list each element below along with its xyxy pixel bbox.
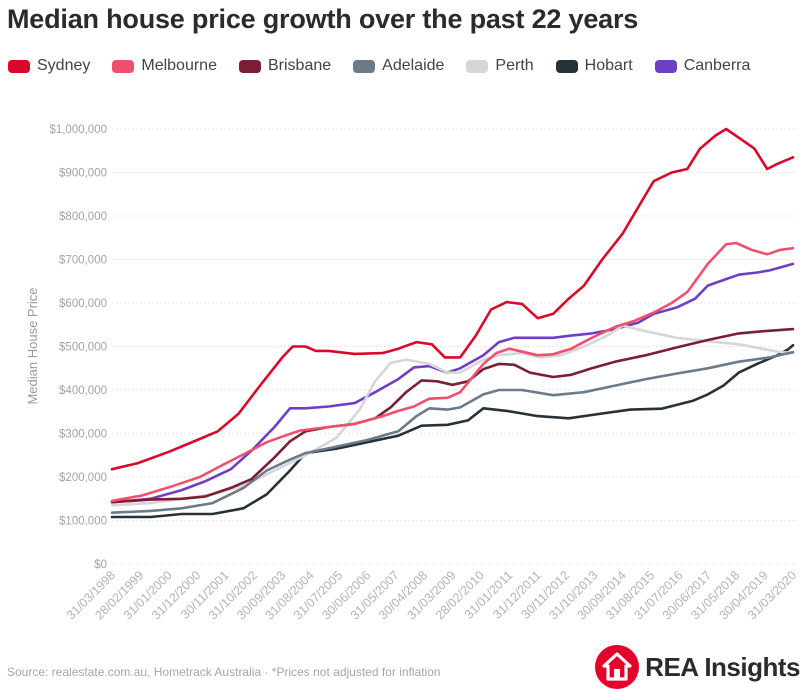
series-lines bbox=[110, 127, 795, 519]
series-line-melbourne bbox=[110, 241, 795, 503]
legend-swatch bbox=[8, 59, 30, 73]
y-tick-label: $800,000 bbox=[59, 211, 107, 223]
series-line-brisbane bbox=[110, 327, 795, 504]
legend-swatch bbox=[353, 59, 376, 73]
house-logo-icon bbox=[595, 645, 640, 689]
series-line-hobart bbox=[110, 343, 795, 519]
series-line-perth bbox=[110, 324, 795, 507]
series-line-sydney bbox=[110, 127, 795, 471]
legend-item-melbourne: Melbourne bbox=[112, 56, 217, 76]
y-tick-label: $400,000 bbox=[59, 385, 107, 397]
source-note: Source: realestate.com.au, Hometrack Aus… bbox=[7, 665, 441, 679]
legend-item-brisbane: Brisbane bbox=[238, 56, 332, 76]
brand-name: REA Insights bbox=[645, 651, 800, 682]
y-tick-label: $1,000,000 bbox=[49, 124, 107, 136]
legend-swatch bbox=[112, 59, 135, 73]
legend-label: Brisbane bbox=[267, 57, 332, 74]
legend-label: Melbourne bbox=[141, 57, 217, 74]
legend-item-perth: Perth bbox=[466, 56, 534, 76]
series-line-canberra bbox=[110, 262, 795, 504]
chart-title: Median house price growth over the past … bbox=[7, 4, 639, 34]
legend-swatch bbox=[238, 59, 261, 73]
y-tick-label: $900,000 bbox=[59, 168, 107, 180]
legend-swatch bbox=[466, 59, 489, 73]
legend-label: Canberra bbox=[683, 57, 751, 74]
legend-swatch bbox=[654, 59, 677, 73]
y-axis-label: Median House Price bbox=[25, 287, 40, 404]
legend-swatch bbox=[555, 59, 578, 73]
legend-item-hobart: Hobart bbox=[555, 56, 633, 76]
y-tick-label: $200,000 bbox=[59, 472, 107, 484]
y-axis-ticks: $0 $100,000 $200,000 $300,000 $400,000 $500,0… bbox=[49, 124, 107, 571]
legend-label: Hobart bbox=[584, 57, 633, 74]
y-tick-label: $0 bbox=[94, 559, 107, 571]
y-tick-label: $300,000 bbox=[59, 429, 107, 441]
y-tick-label: $500,000 bbox=[59, 342, 107, 354]
legend-item-adelaide: Adelaide bbox=[353, 56, 444, 76]
legend-label: Perth bbox=[495, 57, 534, 74]
brand-logo: REA Insights bbox=[595, 645, 800, 689]
legend-item-sydney: Sydney bbox=[8, 56, 90, 76]
legend-label: Sydney bbox=[37, 57, 91, 74]
series-line-adelaide bbox=[110, 350, 795, 515]
y-tick-label: $700,000 bbox=[59, 255, 107, 267]
legend-label: Adelaide bbox=[382, 57, 445, 74]
y-tick-label: $600,000 bbox=[59, 298, 107, 310]
x-axis-ticks: 31/03/199828/02/199931/01/200031/12/2000… bbox=[64, 568, 799, 622]
legend-item-canberra: Canberra bbox=[654, 56, 751, 76]
y-tick-label: $100,000 bbox=[59, 516, 107, 528]
chart-legend: Sydney Melbourne Brisbane Adelaide Perth Hoba… bbox=[8, 56, 798, 76]
gridlines bbox=[112, 128, 797, 565]
